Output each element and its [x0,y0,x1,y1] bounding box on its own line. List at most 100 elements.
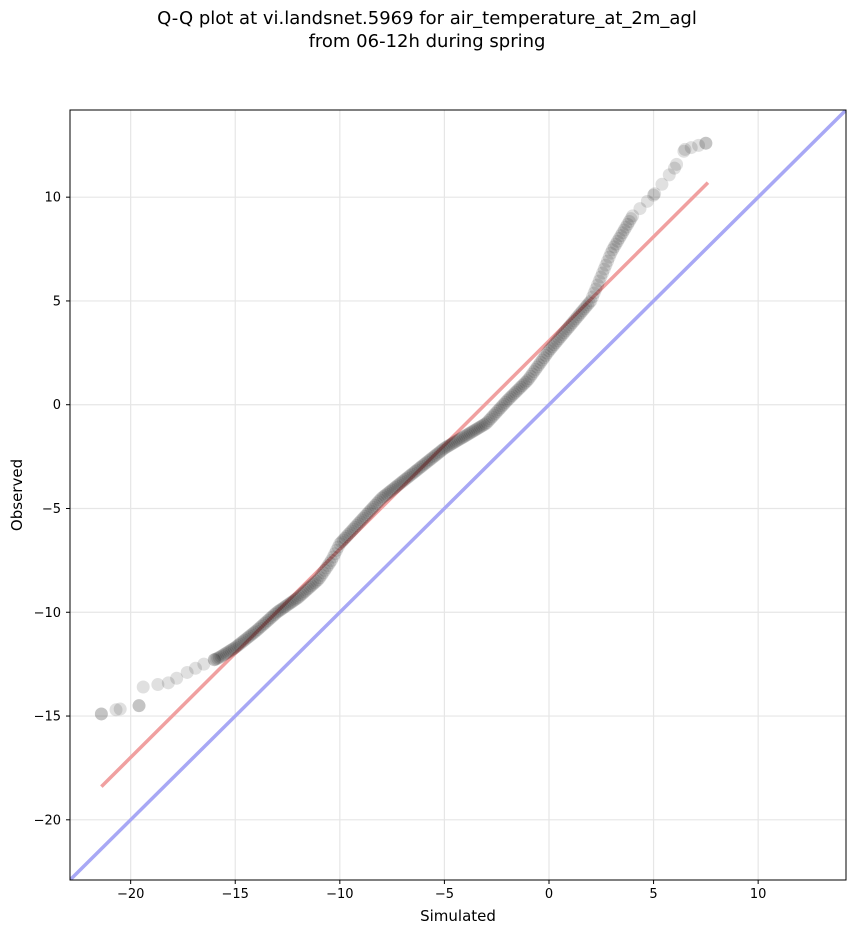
qq-point [197,657,211,671]
qq-point [587,286,601,300]
qq-point [458,429,472,443]
qq-point [311,573,325,587]
qq-point [493,401,507,415]
y-axis: −20 −15 −10 −5 0 5 10 [34,191,70,828]
qq-point [244,628,258,642]
qq-point [346,522,360,536]
qq-point [338,531,352,545]
qq-point [490,405,504,419]
qq-point [170,671,184,685]
qq-point [358,509,372,523]
qq-point [612,231,626,245]
qq-point [378,488,392,502]
qq-point [432,446,446,460]
qq-point [477,418,491,432]
qq-point [624,212,638,226]
qq-point [94,707,108,721]
qq-point [363,504,377,518]
qq-point [594,270,608,284]
qq-point [393,477,407,491]
qq-point [136,680,150,694]
qq-point [269,606,283,620]
qq-point [329,543,343,557]
qq-point [522,372,536,386]
qq-point [299,583,313,597]
qq-point [132,699,146,713]
qq-point [557,326,571,340]
qq-point [345,524,359,538]
qq-point [408,465,422,479]
qq-point [699,136,713,150]
qq-point [572,308,586,322]
qq-point [485,410,499,424]
qq-point [259,615,273,629]
qq-point [453,432,467,446]
qq-point [480,415,494,429]
qq-point [416,458,430,472]
qq-point [574,306,588,320]
qq-point [212,650,226,664]
qq-point [180,665,194,679]
qq-point [415,459,429,473]
qq-point [229,640,243,654]
qq-point [495,399,509,413]
qq-point [435,443,449,457]
identity-line [70,110,846,880]
qq-point [433,445,447,459]
qq-point [604,246,618,260]
qq-point [271,605,285,619]
qq-point [648,187,662,201]
qq-point [161,676,175,690]
qq-point [564,318,578,332]
qq-point [365,502,379,516]
qq-point [699,136,713,150]
qq-point [247,625,261,639]
qq-point [420,455,434,469]
qq-point [323,556,337,570]
qq-point [278,600,292,614]
qq-point [443,438,457,452]
qq-point [214,649,228,663]
qq-point [460,428,474,442]
y-tick-label: −5 [42,502,61,517]
y-axis-label: Observed [8,459,26,531]
qq-point [328,547,342,561]
y-tick-label: −20 [34,813,61,828]
qq-point [500,394,514,408]
x-axis: −20 −15 −10 −5 0 5 10 [117,880,766,902]
qq-point [602,250,616,264]
qq-point [380,487,394,501]
qq-point [422,454,436,468]
qq-point [283,597,297,611]
qq-point [585,290,599,304]
qq-point [289,592,303,606]
qq-point [373,493,387,507]
grid [70,110,846,880]
qq-point [188,661,202,675]
qq-point [314,568,328,582]
chart-title: Q-Q plot at vi.landsnet.5969 for air_tem… [157,8,697,29]
qq-point [534,355,548,369]
qq-point [263,612,277,626]
y-tick-label: −15 [34,710,61,725]
qq-point [684,141,698,155]
qq-point [361,506,375,520]
qq-point [316,566,330,580]
qq-point [678,142,692,156]
qq-point [544,342,558,356]
qq-point [396,474,410,488]
qq-point [151,678,165,692]
qq-point [670,157,684,171]
qq-point [483,412,497,426]
qq-point [239,632,253,646]
qq-point [401,470,415,484]
plot-frame [69,109,847,881]
qq-point [391,478,405,492]
qq-point [341,528,355,542]
qq-point [611,234,625,248]
qq-point [256,618,270,632]
qq-point [467,424,481,438]
qq-point [368,498,382,512]
qq-point [552,332,566,346]
qq-point [385,483,399,497]
